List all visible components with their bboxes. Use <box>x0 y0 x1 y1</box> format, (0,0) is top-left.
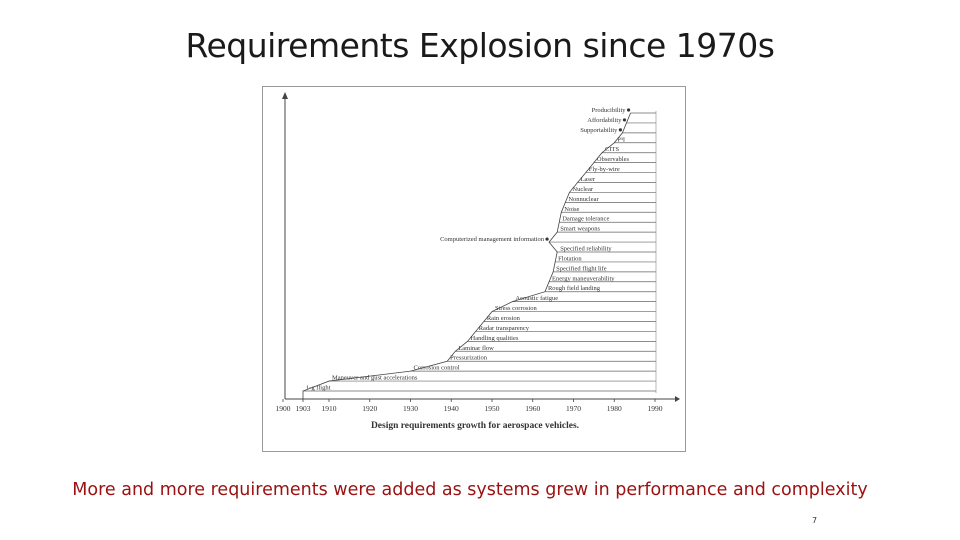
requirement-label: Producibility <box>592 107 627 114</box>
requirement-label: Specified reliability <box>560 246 612 253</box>
requirements-envelope <box>302 112 631 399</box>
requirement-label: Computerized management information <box>440 236 545 243</box>
requirement-label: Laser <box>581 176 596 183</box>
requirement-dot <box>545 237 549 241</box>
x-tick-label: 1950 <box>485 404 500 413</box>
x-tick-label: 1960 <box>525 404 540 413</box>
requirement-label: Nuclear <box>572 186 593 193</box>
requirement-label: Nonnuclear <box>568 196 599 203</box>
requirements-growth-figure: 1900 1903 1910 1920 1930 1940 1950 1960 1970 1980… <box>262 86 686 452</box>
x-tick-label: 1980 <box>607 404 622 413</box>
requirement-label: Radar transparency <box>479 325 530 332</box>
x-tick-label: 1920 <box>362 404 377 413</box>
requirement-label: Specified flight life <box>556 265 607 272</box>
requirement-label: Noise <box>564 206 579 213</box>
x-axis-arrow <box>675 396 680 402</box>
x-tick-label: 1903 <box>296 404 311 413</box>
x-tick-label: 1970 <box>566 404 581 413</box>
requirements-growth-chart: 1900 1903 1910 1920 1930 1940 1950 1960 1970 1980… <box>276 92 680 431</box>
requirement-label: Observables <box>597 156 630 163</box>
requirement-label: Rain erosion <box>487 315 521 322</box>
requirement-dot <box>618 128 622 132</box>
y-axis-arrow <box>282 92 288 99</box>
requirement-label: CITS <box>605 146 619 153</box>
slide-caption: More and more requirements were added as… <box>72 480 868 500</box>
x-tick-label: 1990 <box>648 404 663 413</box>
requirement-label: Flotation <box>558 255 582 262</box>
requirement-label: Corrosion control <box>414 365 460 372</box>
requirement-label: Fly-by-wire <box>589 166 620 173</box>
requirement-label: Pressurization <box>450 355 488 362</box>
figure-caption: Design requirements growth for aerospace… <box>371 421 579 431</box>
x-tick-label: 1940 <box>444 404 459 413</box>
requirement-label: Stress corrosion <box>495 305 537 312</box>
x-tick-label: 1930 <box>403 404 418 413</box>
requirement-label: 1-g flight <box>306 385 331 392</box>
requirement-label: P³I <box>617 136 625 143</box>
requirement-label: Handling qualities <box>471 335 519 342</box>
x-tick-label: 1910 <box>322 404 337 413</box>
requirement-label: Energy maneuverability <box>552 275 615 282</box>
requirement-dot <box>622 118 627 122</box>
requirement-label: Acoustic fatigue <box>515 295 558 302</box>
requirement-label: Affordability <box>587 117 622 124</box>
requirement-label: Rough field landing <box>548 285 601 292</box>
requirement-label: Supportability <box>580 127 618 134</box>
requirement-label: Damage tolerance <box>562 216 609 223</box>
x-tick-label: 1900 <box>276 404 291 413</box>
requirement-dot <box>626 108 631 112</box>
slide-title: Requirements Explosion since 1970s <box>185 26 775 65</box>
page-number: 7 <box>812 516 818 525</box>
requirement-label: Laminar flow <box>458 345 494 352</box>
requirement-label: Maneuver and gust accelerations <box>332 375 418 382</box>
requirement-label: Smart weapons <box>560 226 600 233</box>
